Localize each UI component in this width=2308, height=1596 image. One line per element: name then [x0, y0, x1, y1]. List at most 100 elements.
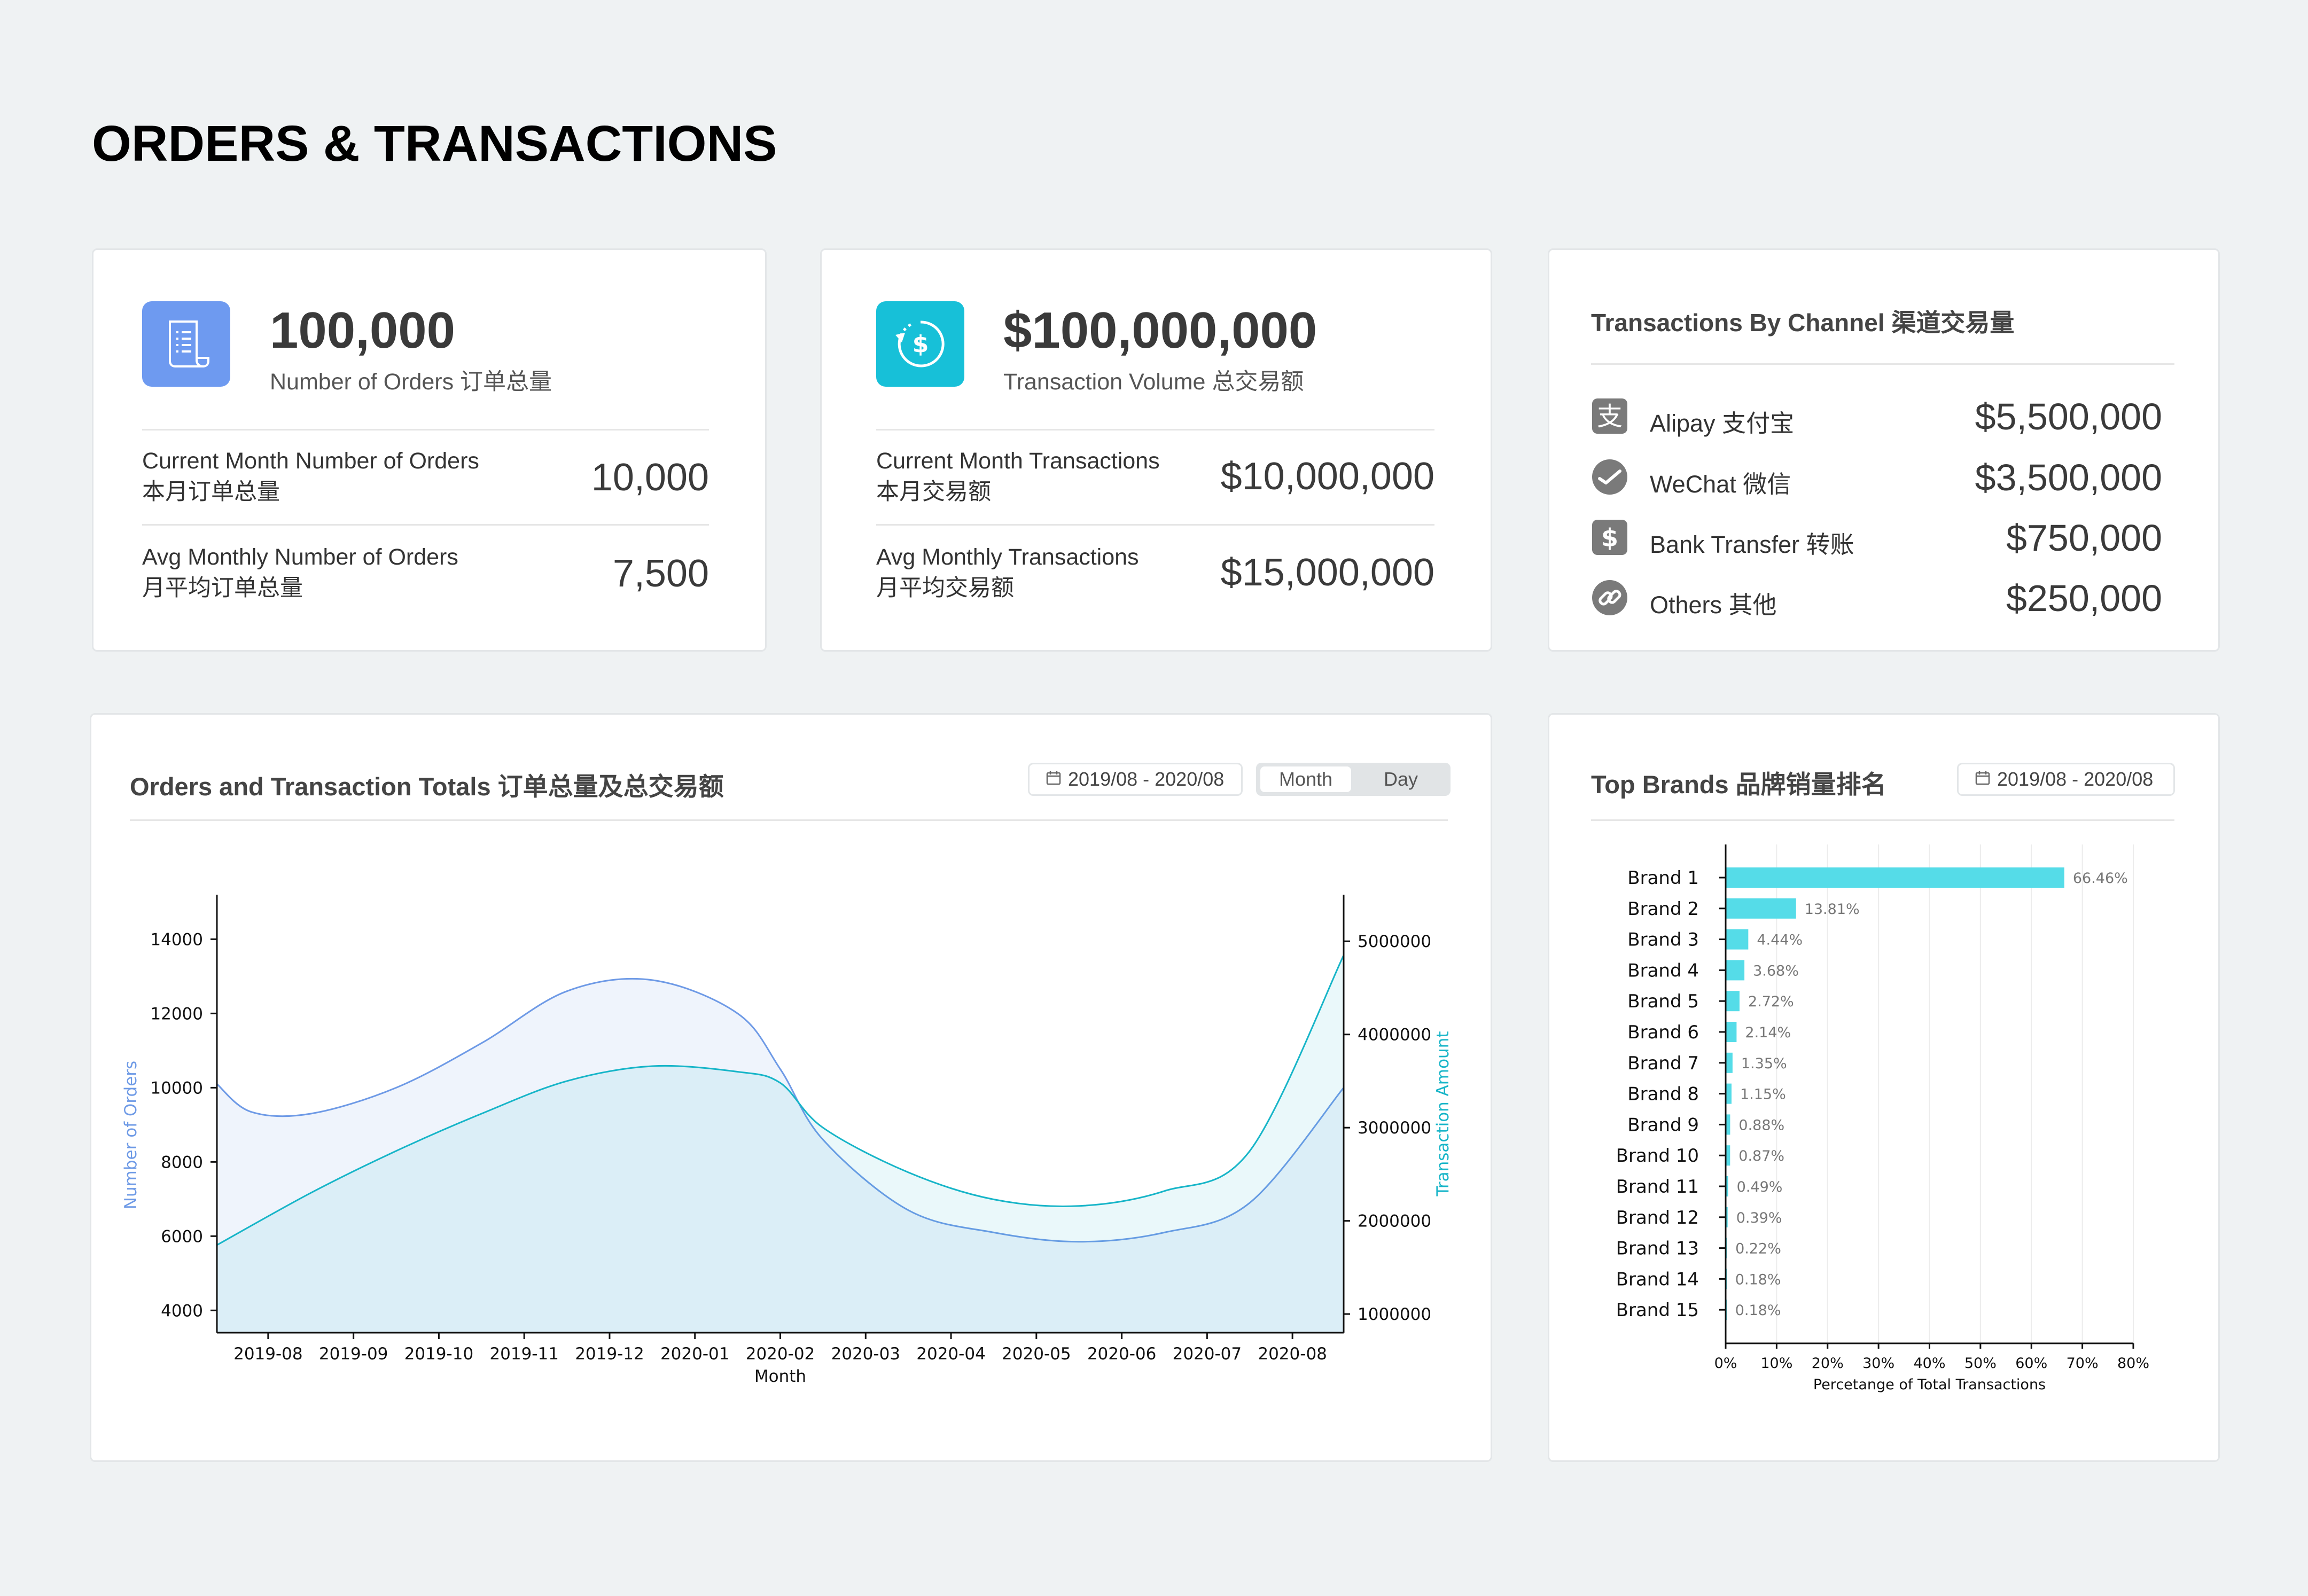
category-label: Brand 1 [1627, 867, 1699, 889]
data-label: 0.88% [1738, 1117, 1784, 1133]
avg-monthly-orders-value: 7,500 [612, 552, 709, 595]
x-tick-label: 0% [1714, 1355, 1737, 1372]
y2-tick-label: 2000000 [1358, 1212, 1431, 1231]
current-month-transactions-value: $10,000,000 [1220, 455, 1434, 498]
x-tick-label: 2020-04 [916, 1344, 986, 1364]
label-zh: 本月交易额 [876, 479, 991, 505]
receipt-icon [142, 301, 230, 387]
divider [142, 429, 709, 431]
orders-total-label: Number of Orders 订单总量 [270, 369, 552, 395]
divider [1591, 819, 2174, 821]
category-label: Brand 8 [1627, 1084, 1699, 1105]
x-tick-label: 50% [1964, 1355, 1997, 1372]
current-month-orders-value: 10,000 [591, 456, 709, 499]
data-label: 0.39% [1736, 1210, 1782, 1226]
category-label: Brand 7 [1627, 1053, 1699, 1074]
wechat-icon [1591, 458, 1628, 496]
date-range-picker[interactable]: 2019/08 - 2020/08 [1957, 763, 2175, 796]
volume-card: $ $100,000,000 Transaction Volume 总交易额 C… [820, 248, 1492, 652]
channel-value: $250,000 [2006, 577, 2162, 619]
channel-row-alipay: 支 Alipay 支付宝 $5,500,000 [1591, 394, 2162, 437]
calendar-icon [1046, 768, 1062, 791]
bar [1726, 898, 1796, 919]
label-en: Avg Monthly Transactions [876, 544, 1139, 570]
category-label: Brand 12 [1616, 1207, 1699, 1229]
brands-panel-title: Top Brands 品牌销量排名 [1591, 770, 1886, 799]
y-tick-label: 8000 [161, 1153, 203, 1172]
totals-panel-title: Orders and Transaction Totals 订单总量及总交易额 [130, 772, 724, 801]
data-label: 2.14% [1745, 1024, 1791, 1041]
divider [876, 524, 1434, 526]
divider [130, 819, 1448, 821]
x-tick-label: 2019-09 [319, 1344, 388, 1364]
channel-value: $5,500,000 [1975, 396, 2162, 437]
channel-label: Bank Transfer 转账 [1650, 531, 1854, 558]
y-tick-label: 4000 [161, 1301, 203, 1320]
bar [1726, 1145, 1730, 1166]
category-label: Brand 4 [1627, 960, 1699, 981]
toggle-day[interactable]: Day [1383, 768, 1418, 790]
avg-monthly-transactions-value: $15,000,000 [1220, 551, 1434, 594]
data-label: 0.18% [1735, 1271, 1781, 1288]
y2-tick-label: 5000000 [1358, 932, 1431, 951]
orders-total: 100,000 [270, 302, 456, 359]
divider [142, 524, 709, 526]
data-label: 0.49% [1737, 1179, 1783, 1195]
channel-label: Alipay 支付宝 [1650, 410, 1795, 437]
avg-monthly-transactions-label: Avg Monthly Transactions 月平均交易额 [876, 542, 1139, 604]
channel-row-bank: $ Bank Transfer 转账 $750,000 [1591, 515, 2162, 559]
y-tick-label: 14000 [150, 930, 203, 949]
date-range-text: 2019/08 - 2020/08 [1068, 768, 1225, 790]
category-label: Brand 2 [1627, 898, 1699, 920]
data-label: 4.44% [1757, 932, 1803, 949]
data-label: 2.72% [1748, 993, 1794, 1010]
x-tick-label: 2020-02 [746, 1344, 815, 1364]
x-tick-label: 2020-03 [831, 1344, 901, 1364]
y-tick-label: 10000 [150, 1078, 203, 1098]
orders-transactions-chart: 4000 6000 8000 10000 12000 14000 1000000 200000… [121, 895, 1453, 1386]
bar [1726, 1114, 1730, 1135]
data-label: 66.46% [2073, 870, 2128, 887]
label-en: Current Month Number of Orders [142, 448, 479, 474]
x-tick-label: 70% [2067, 1355, 2099, 1372]
channel-value: $3,500,000 [1975, 457, 2162, 498]
data-label: 1.35% [1741, 1055, 1787, 1072]
channel-card: Transactions By Channel 渠道交易量 支 Alipay 支… [1548, 248, 2220, 652]
svg-text:$: $ [912, 331, 929, 358]
toggle-month[interactable]: Month [1260, 766, 1351, 792]
link-icon [1591, 579, 1628, 616]
orders-card: 100,000 Number of Orders 订单总量 Current Mo… [92, 248, 767, 652]
category-label: Brand 5 [1627, 991, 1699, 1012]
x-tick-label: 2019-12 [575, 1344, 644, 1364]
date-range-text: 2019/08 - 2020/08 [1997, 768, 2154, 790]
y2-tick-label: 3000000 [1358, 1118, 1431, 1138]
y-tick-label: 12000 [150, 1004, 203, 1023]
x-tick-label: 20% [1812, 1355, 1844, 1372]
x-tick-label: 2020-08 [1258, 1344, 1327, 1364]
x-tick-label: 2019-08 [233, 1344, 303, 1364]
x-axis-label: Month [754, 1367, 806, 1386]
current-month-transactions-label: Current Month Transactions 本月交易额 [876, 445, 1160, 507]
dollar-icon: $ [1591, 519, 1628, 556]
calendar-icon [1975, 768, 1991, 791]
x-tick-label: 40% [1913, 1355, 1945, 1372]
label-en: Current Month Transactions [876, 448, 1160, 474]
series-line-1 [216, 955, 1345, 1246]
category-label: Brand 13 [1616, 1238, 1699, 1259]
category-label: Brand 14 [1616, 1269, 1699, 1290]
svg-text:$: $ [1601, 523, 1618, 552]
bar [1726, 1176, 1728, 1196]
x-tick-label: 2020-07 [1173, 1344, 1242, 1364]
x-axis-label: Percetange of Total Transactions [1813, 1376, 2046, 1393]
channel-row-wechat: WeChat 微信 $3,500,000 [1591, 455, 2162, 498]
bar [1726, 1022, 1737, 1042]
x-tick-label: 60% [2015, 1355, 2047, 1372]
bar [1726, 1207, 1728, 1227]
bar [1726, 991, 1740, 1012]
channel-title: Transactions By Channel 渠道交易量 [1591, 309, 2015, 337]
divider [876, 429, 1434, 431]
bar [1726, 1083, 1732, 1104]
volume-total-label: Transaction Volume 总交易额 [1003, 369, 1304, 395]
category-label: Brand 6 [1627, 1022, 1699, 1043]
date-range-picker[interactable]: 2019/08 - 2020/08 [1028, 763, 1243, 796]
